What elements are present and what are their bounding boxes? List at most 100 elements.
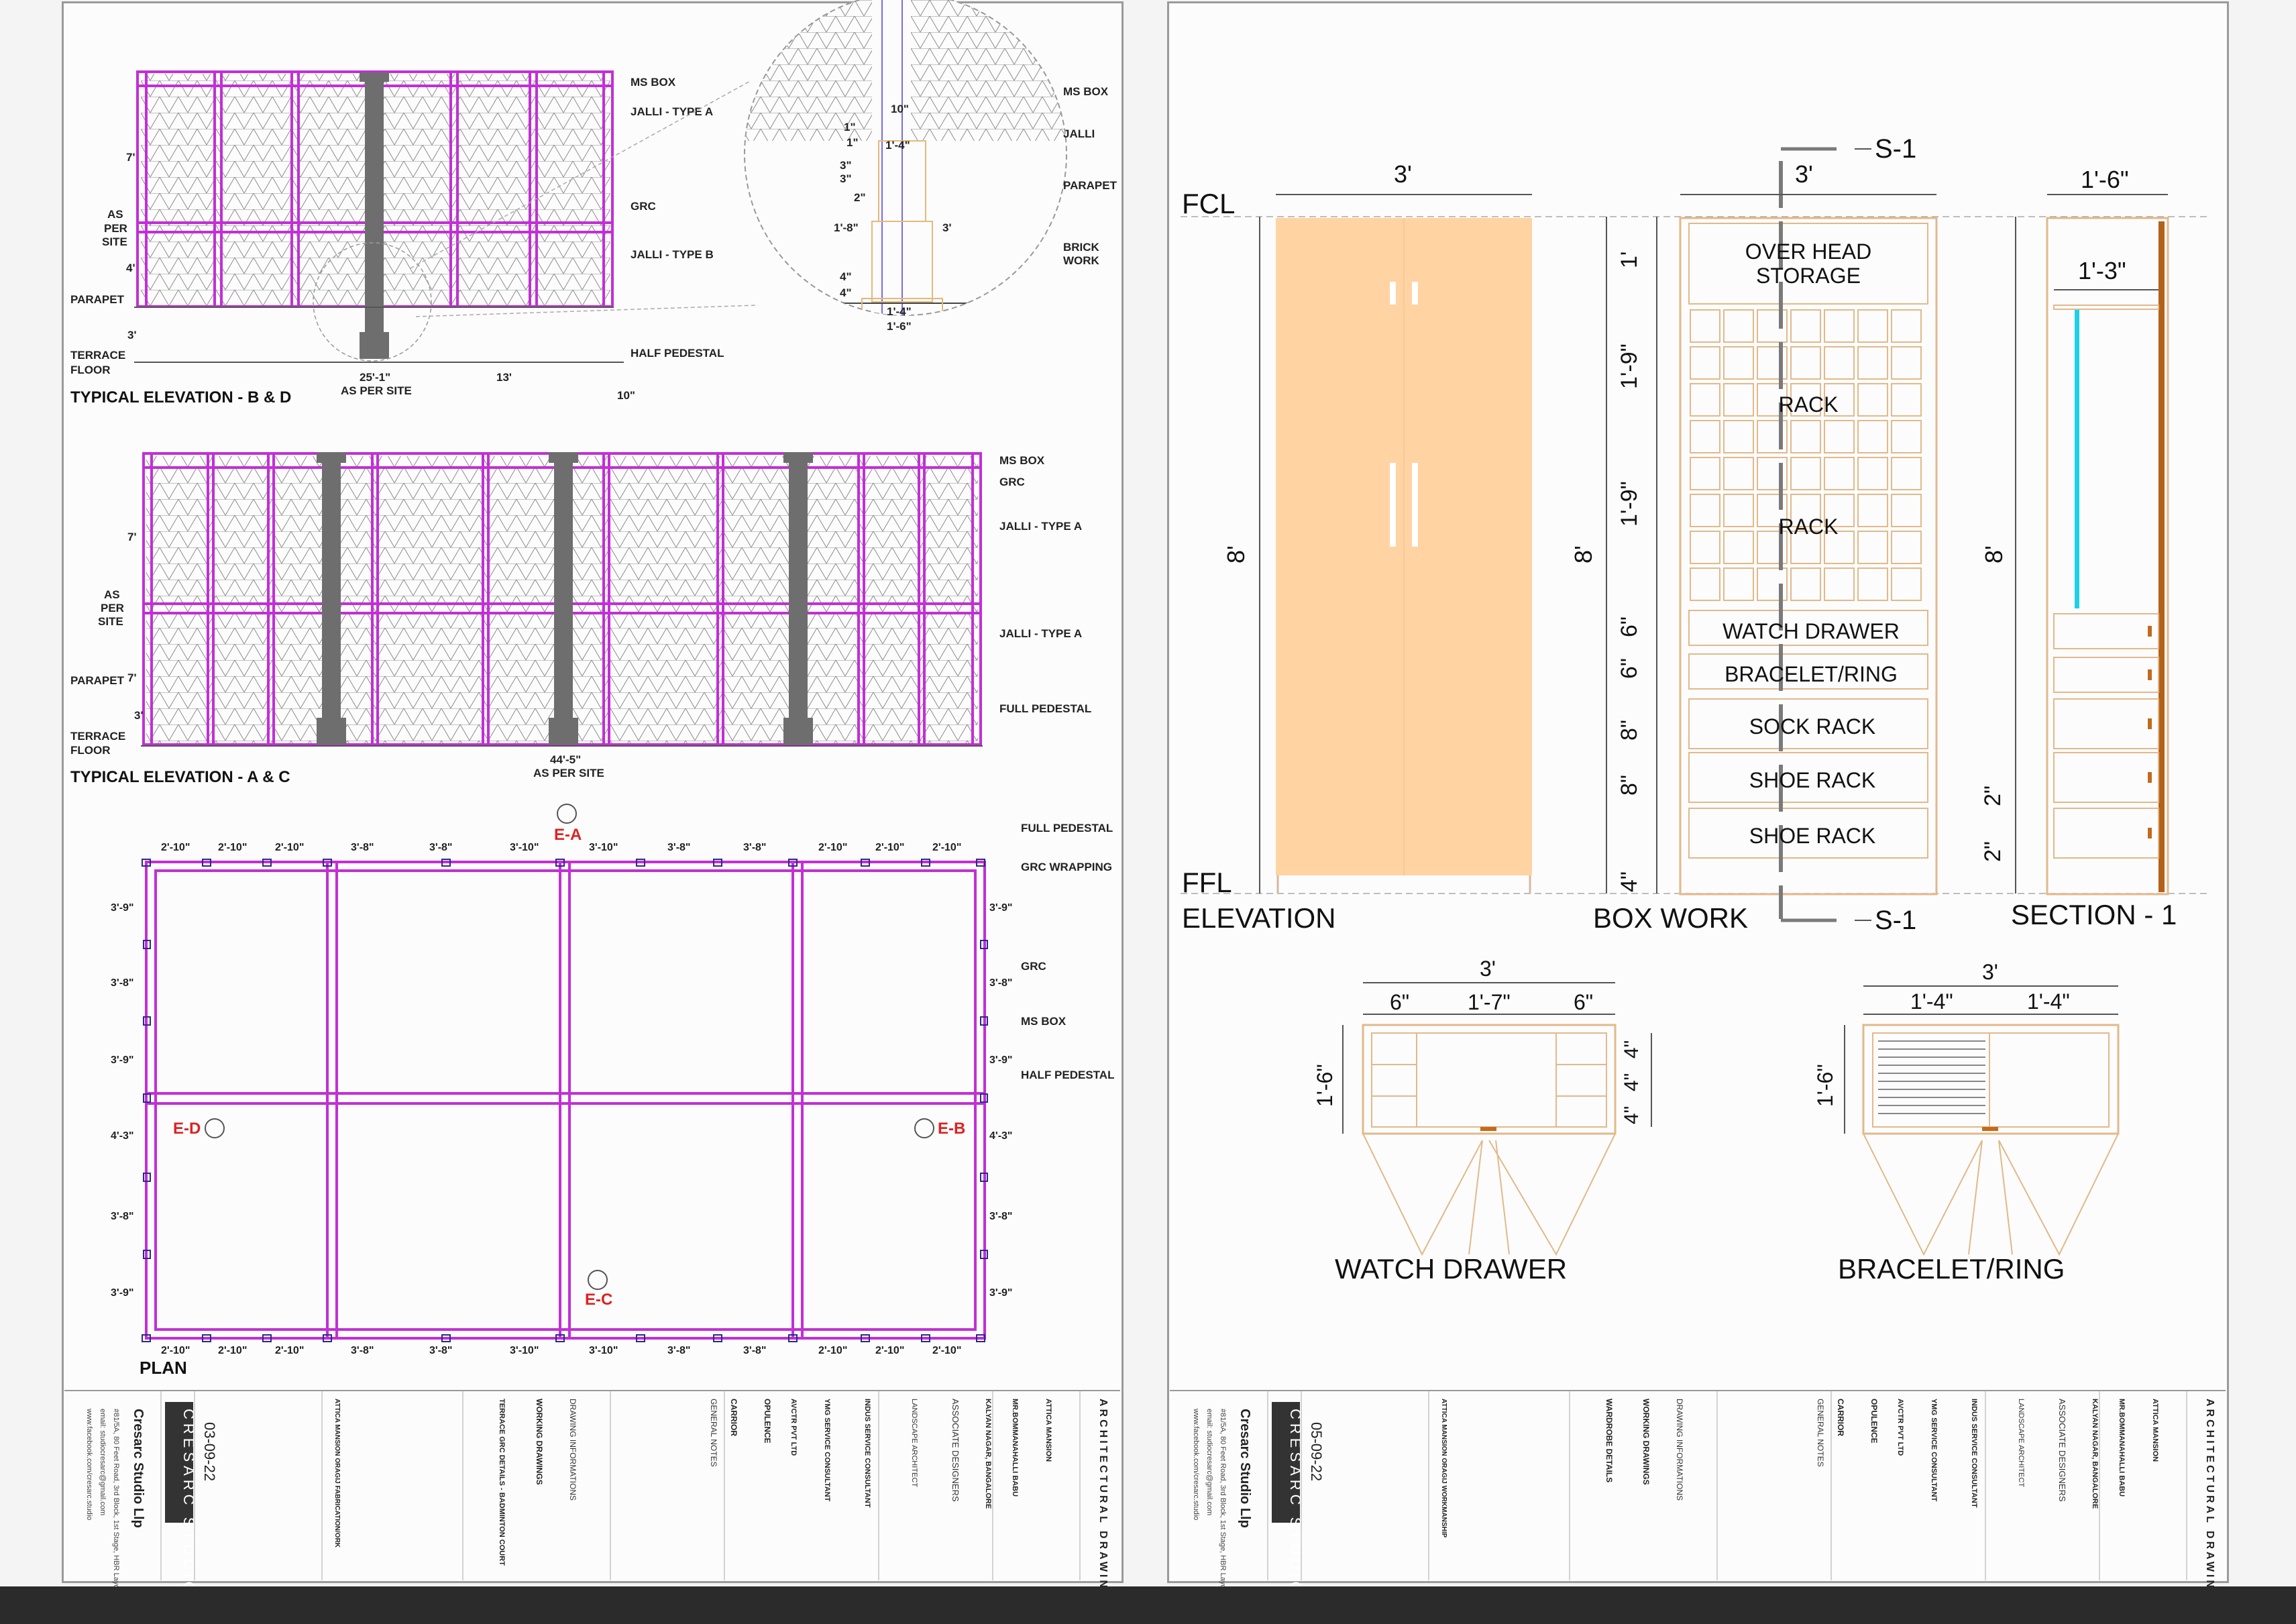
plan-top-dim: 2'-10" bbox=[875, 842, 904, 853]
detail-circle: MS BOX JALLI PARAPET BRICK WORK 10" 1'-4… bbox=[744, 0, 1117, 333]
full-pedestals bbox=[317, 452, 813, 745]
drawer-box bbox=[1688, 610, 1928, 646]
rack-grid bbox=[1690, 309, 1922, 601]
left-drawing-title: TERRACE GRC DETAILS - BADMINTON COURT bbox=[498, 1399, 506, 1566]
detail-dim-1-4-b: 1'-4" bbox=[887, 305, 912, 318]
title-plan: PLAN bbox=[140, 1358, 187, 1378]
detail-dim-10in: 10" bbox=[891, 103, 909, 115]
rack-cell bbox=[1824, 309, 1855, 343]
ms-box bbox=[142, 859, 151, 867]
bracelet-width: 3' bbox=[1982, 960, 1998, 984]
rack-cell bbox=[1891, 383, 1922, 417]
rack-cell bbox=[1857, 420, 1888, 453]
rack-cell bbox=[1757, 309, 1788, 343]
drawer-handle bbox=[2148, 828, 2152, 838]
left-drawing-type: WORKING DRAWINGS bbox=[535, 1399, 544, 1485]
ms-box bbox=[713, 1334, 722, 1342]
section-tag-bottom: S-1 bbox=[1875, 906, 1916, 935]
rack-cell bbox=[1690, 309, 1720, 343]
compartment-rack-1: RACK bbox=[1779, 392, 1839, 417]
box-height: 8' bbox=[1570, 545, 1597, 563]
compartment-shoe-rack-2: SHOE RACK bbox=[1749, 824, 1875, 848]
ac-label-per: PER bbox=[101, 602, 124, 614]
plan-top-dim: 3'-8" bbox=[743, 842, 767, 853]
rack-cell bbox=[1857, 309, 1888, 343]
rack-cell bbox=[1790, 531, 1821, 564]
rack-cell bbox=[1790, 420, 1821, 453]
right-drawing-type: WORKING DRAWINGS bbox=[1641, 1399, 1651, 1485]
drawer-handle bbox=[2148, 669, 2152, 680]
rack-cell bbox=[1790, 567, 1821, 601]
bracelet-part-1: 1'-4" bbox=[1910, 989, 1953, 1014]
plan-top-dim: 2'-10" bbox=[161, 842, 190, 853]
rack-cell bbox=[1723, 567, 1754, 601]
left-address: #81/5A, 80 Feet Road, 3rd Block, 1st Sta… bbox=[112, 1409, 120, 1624]
watch-part-2: 1'-7" bbox=[1468, 990, 1511, 1014]
rack-cell bbox=[1723, 383, 1754, 417]
rack-cell bbox=[1891, 531, 1922, 564]
ms-box bbox=[262, 1334, 272, 1342]
plan-callout-full-pedestal: FULL PEDESTAL bbox=[1021, 822, 1113, 834]
ms-box bbox=[143, 1173, 151, 1182]
section-drawer-dim-2: 2" bbox=[1980, 841, 2006, 862]
ac-dim-44ft: 44'-5" bbox=[550, 753, 581, 766]
compartment-shoe-rack-1: SHOE RACK bbox=[1749, 768, 1875, 792]
label-site: SITE bbox=[102, 235, 127, 248]
rack-cell bbox=[1690, 531, 1720, 564]
rack-cell bbox=[1891, 457, 1922, 490]
dim-7ft: 7' bbox=[126, 151, 135, 164]
right-email: email: studiocresarc@gmail.com bbox=[1205, 1409, 1213, 1515]
plan-bottom-dim: 2'-10" bbox=[218, 1345, 247, 1356]
right-header: ARCHITECTURAL DRAWINGS bbox=[2204, 1399, 2216, 1611]
rack-cell bbox=[1891, 567, 1922, 601]
compartment-bracelet: BRACELET/RING bbox=[1725, 662, 1898, 686]
ac-label-terrace: TERRACE bbox=[70, 730, 125, 743]
plan-side-dim-left: 3'-9" bbox=[111, 1054, 134, 1066]
box-height-dim: 1' bbox=[1617, 252, 1642, 268]
ms-box bbox=[555, 859, 565, 867]
plan-top-dim: 2'-10" bbox=[218, 842, 247, 853]
section-drawer bbox=[2053, 752, 2159, 803]
elevation-ac: MS BOX GRC JALLI - TYPE A JALLI - TYPE A… bbox=[70, 452, 1091, 786]
rack-cell bbox=[1757, 567, 1788, 601]
ac-label-site: SITE bbox=[98, 615, 123, 628]
ac-label-floor: FLOOR bbox=[70, 744, 111, 757]
detail-callout-brick: BRICK bbox=[1063, 241, 1100, 254]
detail-dim-1-4: 1'-4" bbox=[885, 139, 910, 152]
plan-ms-boxes bbox=[142, 859, 988, 1342]
detail-callout-parapet: PARAPET bbox=[1063, 179, 1117, 192]
rack-cell bbox=[1891, 346, 1922, 380]
ms-box bbox=[861, 859, 870, 867]
ms-box bbox=[976, 859, 985, 867]
plan-top-dim: 3'-10" bbox=[510, 842, 539, 853]
ms-box bbox=[921, 859, 930, 867]
pedestal-bd bbox=[365, 75, 384, 357]
rack-cell bbox=[1757, 420, 1788, 453]
box-height-dim: 8" bbox=[1617, 775, 1642, 796]
rack-cell bbox=[1690, 494, 1720, 527]
rack-cell bbox=[1757, 531, 1788, 564]
plan-side-dim-right: 3'-8" bbox=[989, 1211, 1013, 1222]
plan-side-dim-right: 3'-9" bbox=[989, 1287, 1013, 1299]
callout-half-pedestal: HALF PEDESTAL bbox=[631, 347, 724, 360]
ac-label-as: AS bbox=[104, 588, 120, 601]
rack-cell bbox=[1824, 531, 1855, 564]
compartment-watch-drawer: WATCH DRAWER bbox=[1723, 619, 1900, 643]
bracelet-depth: 1'-6" bbox=[1813, 1064, 1837, 1107]
right-client: MR.BOMMANAHALLI BABU bbox=[2118, 1399, 2126, 1497]
ms-box bbox=[980, 1016, 988, 1026]
watch-row-1: 4" bbox=[1621, 1040, 1643, 1059]
dim-13ft: 13' bbox=[496, 371, 512, 384]
left-drawing-info: DRAWING INFORMATIONS bbox=[568, 1399, 578, 1501]
dim-10in: 10" bbox=[617, 389, 635, 402]
section-inner-depth: 1'-3" bbox=[2078, 257, 2126, 284]
box-height-dim: 1'-9" bbox=[1617, 343, 1642, 389]
rack-cell bbox=[1690, 420, 1720, 453]
ms-box bbox=[861, 1334, 870, 1342]
rack-cell bbox=[1790, 309, 1821, 343]
ms-box bbox=[142, 1334, 151, 1342]
left-associate: ASSOCIATE DESIGNERS bbox=[950, 1399, 961, 1502]
plan-bottom-dim: 3'-10" bbox=[510, 1345, 539, 1356]
callout-jalli-a: JALLI - TYPE A bbox=[631, 105, 713, 118]
detail-dim-2in: 2" bbox=[854, 191, 866, 204]
